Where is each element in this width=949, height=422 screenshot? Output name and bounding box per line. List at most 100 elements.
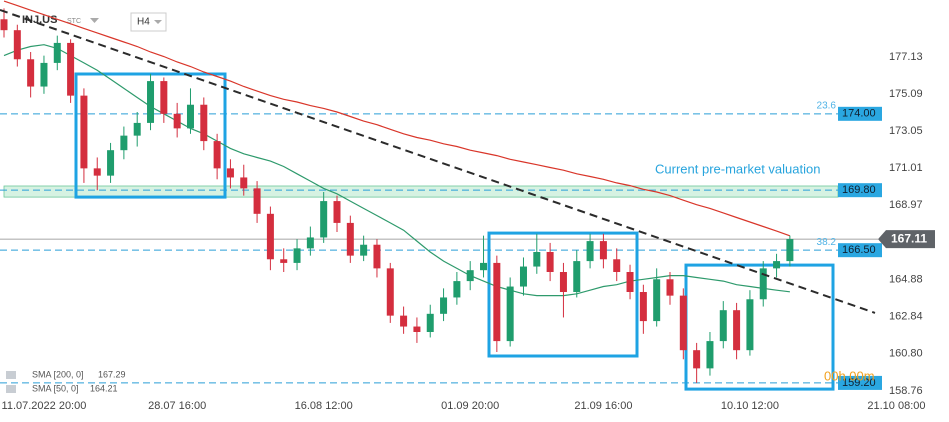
exchange: STC (67, 18, 81, 25)
candle-body (773, 261, 781, 269)
candle-body (786, 239, 794, 262)
candle-body (0, 19, 8, 31)
y-tick-label: 164.88 (889, 274, 923, 286)
candle-body (506, 286, 514, 342)
annotation: Current pre-market valuation (655, 161, 820, 176)
dropdown-arrow[interactable] (90, 18, 99, 23)
countdown: 00h 00m (824, 368, 875, 383)
legend-value: 164.21 (90, 383, 118, 393)
candle-body (586, 241, 594, 262)
candle-body (107, 150, 115, 176)
dropdown-arrow[interactable] (154, 20, 162, 24)
candle-body (80, 95, 88, 169)
candle-body (626, 272, 634, 292)
fib-label: 38.2 (817, 237, 837, 248)
candle-body (440, 297, 448, 314)
candle-body (733, 310, 741, 351)
legend-icon (6, 371, 16, 379)
x-tick-label: 21.09 16:00 (574, 400, 632, 412)
candle-body (67, 42, 75, 96)
legend-name: SMA [50, 0] (32, 383, 79, 393)
candle-body (386, 268, 394, 316)
sma-line (3, 0, 791, 237)
candle-body (613, 259, 621, 272)
candle-body (599, 241, 607, 260)
x-tick-label: 01.09 20:00 (441, 400, 499, 412)
zone (3, 185, 839, 198)
candle-body (253, 188, 261, 214)
candle-body (133, 122, 141, 136)
candle-body (346, 222, 354, 256)
candle-body (147, 81, 155, 123)
legend-icon (6, 385, 16, 393)
candle-body (160, 81, 168, 114)
candle-body (706, 341, 714, 369)
x-tick-label: 28.07 16:00 (148, 400, 206, 412)
candle-body (546, 252, 554, 272)
x-tick-label: 11.07.2022 20:00 (2, 400, 87, 412)
level-label-box (838, 183, 882, 198)
level-label: 166.50 (842, 244, 876, 256)
y-tick-label: 175.09 (889, 88, 923, 100)
candle-body (93, 168, 101, 176)
y-tick-label: 162.84 (889, 311, 923, 323)
interval[interactable]: H4 (137, 17, 150, 28)
candle-body (573, 261, 581, 292)
level-label: 174.00 (842, 108, 876, 120)
trendline (0, 9, 876, 314)
candle-body (186, 104, 194, 129)
y-tick-label: 177.13 (889, 51, 923, 63)
candle-body (360, 244, 368, 256)
candle-body (759, 268, 767, 300)
candle-body (373, 244, 381, 269)
x-tick-label: 16.08 12:00 (295, 400, 353, 412)
level-label-box (838, 375, 882, 390)
candle-body (480, 262, 488, 271)
y-tick-label: 160.80 (889, 348, 923, 360)
candle-body (466, 270, 474, 282)
fib-label: 23.6 (817, 100, 837, 111)
x-tick-label: 21.10 08:00 (867, 400, 925, 412)
interval-box[interactable] (130, 12, 167, 32)
candle-body (213, 141, 221, 169)
candle-body (293, 248, 301, 263)
level-label-box (838, 243, 882, 258)
candle-body (306, 237, 314, 249)
y-tick-label: 171.01 (889, 162, 923, 174)
candle-body (639, 292, 647, 322)
candle-body (226, 168, 234, 178)
candle-body (679, 295, 687, 351)
candle-body (413, 326, 421, 332)
candle-body (13, 30, 21, 60)
y-tick-label: 168.97 (889, 199, 923, 211)
y-tick-label: 173.05 (889, 125, 923, 137)
level-label-box (838, 106, 882, 121)
candle-body (746, 299, 754, 351)
x-tick-label: 10.10 12:00 (721, 400, 779, 412)
last-price-label: 167.11 (891, 231, 927, 245)
candle-body (40, 62, 48, 87)
candle-body (53, 42, 61, 63)
candle-body (666, 279, 674, 296)
level-label: 169.80 (842, 184, 876, 196)
last-price-tag (878, 230, 935, 249)
candle-body (719, 310, 727, 342)
candle-body (120, 135, 128, 151)
candle-body (693, 350, 701, 369)
candle-body (280, 259, 288, 263)
legend-value: 167.29 (98, 369, 126, 379)
candle-body (266, 213, 274, 260)
candle-body (400, 315, 408, 327)
candle-body (519, 266, 527, 287)
candle-body (333, 201, 341, 223)
highlight-box (487, 231, 639, 358)
candle-body (493, 262, 501, 342)
candle-body (240, 177, 248, 189)
candle-body (426, 313, 434, 332)
candle-body (453, 281, 461, 298)
candle-body (559, 272, 567, 292)
legend-name: SMA [200, 0] (32, 369, 84, 379)
level-label: 159.20 (842, 377, 876, 389)
